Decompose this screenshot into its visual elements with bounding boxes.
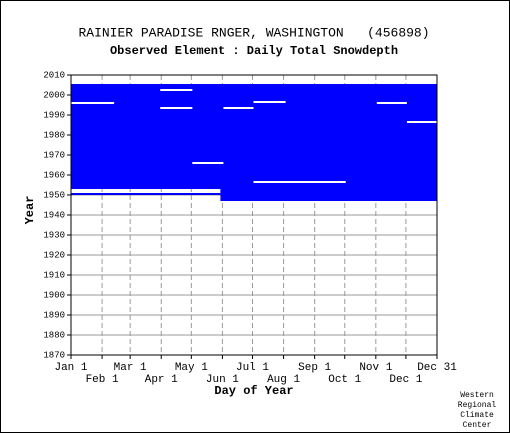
x-tick-label: Jun 1 (206, 374, 239, 386)
x-tick-label: Apr 1 (145, 374, 178, 386)
x-tick-label: Jan 1 (54, 362, 87, 374)
x-tick-label: Feb 1 (86, 374, 119, 386)
data-gap (253, 181, 346, 183)
y-tick-label: 2000 (43, 90, 65, 100)
note-line: Climate (460, 411, 494, 420)
x-tick-label: Dec 31 (417, 362, 457, 374)
x-tick-label: Dec 1 (389, 374, 422, 386)
x-tick-label: Mar 1 (114, 362, 147, 374)
y-tick-label: 1960 (43, 170, 65, 180)
x-tick-label: Nov 1 (359, 362, 392, 374)
y-axis-label: Year (23, 196, 37, 225)
data-gap (406, 121, 437, 123)
data-block (71, 193, 221, 195)
data-gap (376, 102, 407, 104)
data-gap (71, 102, 115, 104)
chart-title: RAINIER PARADISE RNGER, WASHINGTON (4568… (78, 25, 429, 40)
y-tick-label: 1890 (43, 310, 65, 320)
data-gap (160, 107, 193, 109)
y-tick-label: 1910 (43, 270, 65, 280)
x-axis-label: Day of Year (214, 384, 293, 398)
note-line: Center (463, 421, 492, 430)
data-gap (160, 89, 193, 91)
x-tick-label: May 1 (175, 362, 208, 374)
y-tick-label: 1880 (43, 330, 65, 340)
y-tick-label: 1920 (43, 250, 65, 260)
data-gap (253, 101, 286, 103)
x-tick-label: Sep 1 (298, 362, 331, 374)
y-tick-label: 1940 (43, 210, 65, 220)
data-block (220, 189, 437, 201)
data-block (71, 84, 437, 189)
y-tick-label: 2010 (43, 70, 65, 80)
data-gap (192, 162, 224, 164)
y-tick-label: 1950 (43, 190, 65, 200)
data-gap (223, 107, 254, 109)
x-tick-label: Oct 1 (328, 374, 361, 386)
chart-subtitle: Observed Element : Daily Total Snowdepth (110, 44, 398, 58)
y-tick-label: 1930 (43, 230, 65, 240)
x-tick-label: Aug 1 (267, 374, 300, 386)
note-line: Western (460, 391, 494, 400)
y-tick-label: 1900 (43, 290, 65, 300)
y-tick-label: 1870 (43, 350, 65, 360)
x-tick-label: Jul 1 (236, 362, 269, 374)
y-tick-label: 1980 (43, 130, 65, 140)
plot-frame (70, 74, 438, 356)
y-tick-label: 1990 (43, 110, 65, 120)
y-tick-label: 1970 (43, 150, 65, 160)
note-line: Regional (458, 401, 497, 410)
